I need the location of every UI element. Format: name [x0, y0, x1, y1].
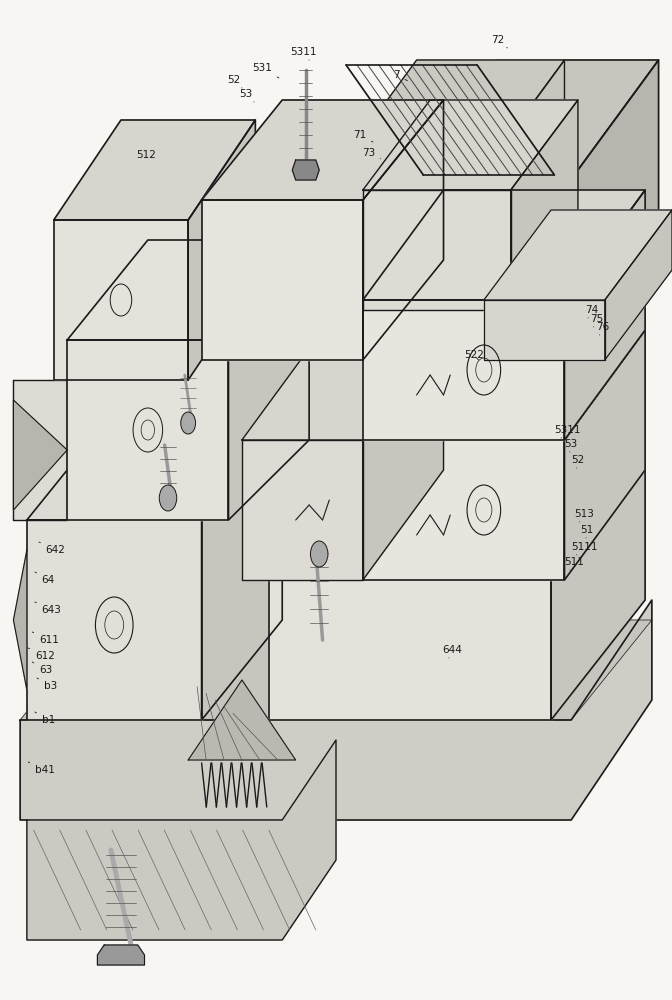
Polygon shape [363, 330, 444, 580]
Polygon shape [97, 945, 144, 965]
Text: 64: 64 [35, 572, 55, 585]
Polygon shape [511, 100, 578, 310]
Text: 75: 75 [590, 314, 603, 327]
Circle shape [310, 541, 328, 567]
Text: b41: b41 [28, 762, 55, 775]
Polygon shape [202, 200, 363, 360]
Polygon shape [605, 210, 672, 360]
Polygon shape [363, 100, 444, 360]
Polygon shape [202, 420, 282, 720]
Text: 63: 63 [32, 662, 52, 675]
Text: 53: 53 [564, 439, 578, 452]
Polygon shape [269, 580, 551, 720]
Text: 522: 522 [464, 350, 484, 360]
Text: 72: 72 [491, 35, 507, 48]
Text: 73: 73 [362, 148, 380, 159]
Polygon shape [564, 190, 645, 440]
Polygon shape [228, 240, 309, 520]
Polygon shape [202, 100, 444, 200]
Polygon shape [578, 60, 659, 320]
Text: 511: 511 [564, 557, 585, 570]
Polygon shape [27, 520, 202, 720]
Text: 644: 644 [442, 645, 462, 658]
Polygon shape [13, 380, 67, 520]
Polygon shape [551, 460, 645, 720]
Polygon shape [336, 60, 564, 170]
Polygon shape [363, 100, 578, 190]
Polygon shape [336, 170, 484, 300]
Text: 642: 642 [39, 542, 66, 555]
Text: 5111: 5111 [571, 542, 597, 555]
Text: 512: 512 [136, 150, 157, 160]
Polygon shape [13, 550, 27, 690]
Polygon shape [363, 440, 564, 580]
Polygon shape [484, 60, 564, 300]
Text: 52: 52 [227, 75, 242, 88]
Text: 612: 612 [28, 648, 55, 661]
Text: 643: 643 [35, 602, 62, 615]
Polygon shape [188, 680, 296, 760]
Polygon shape [27, 420, 282, 520]
Polygon shape [269, 460, 645, 580]
Polygon shape [188, 120, 255, 380]
Text: 74: 74 [585, 305, 598, 318]
Circle shape [159, 485, 177, 511]
Text: 71: 71 [353, 130, 373, 142]
Text: 76: 76 [596, 322, 610, 335]
Polygon shape [363, 190, 511, 310]
Text: 5311: 5311 [290, 47, 317, 60]
Polygon shape [242, 440, 363, 580]
Polygon shape [67, 240, 309, 340]
Text: 5311: 5311 [554, 425, 581, 438]
Polygon shape [417, 170, 578, 320]
Polygon shape [27, 740, 336, 940]
Text: 611: 611 [32, 632, 59, 645]
Polygon shape [484, 300, 605, 360]
Text: b3: b3 [37, 678, 57, 691]
Polygon shape [363, 190, 645, 300]
Polygon shape [54, 220, 188, 380]
Polygon shape [242, 330, 444, 440]
Polygon shape [363, 330, 645, 440]
Text: 51: 51 [581, 525, 594, 538]
Polygon shape [20, 620, 652, 720]
Circle shape [181, 412, 196, 434]
Polygon shape [564, 330, 645, 580]
Text: 513: 513 [574, 509, 594, 522]
Polygon shape [67, 340, 228, 520]
Polygon shape [484, 210, 672, 300]
Polygon shape [54, 120, 255, 220]
Text: 531: 531 [252, 63, 279, 78]
Polygon shape [417, 60, 659, 170]
Text: 52: 52 [571, 455, 585, 468]
Text: 53: 53 [239, 89, 254, 102]
Text: b1: b1 [35, 712, 55, 725]
Polygon shape [20, 600, 652, 820]
Polygon shape [13, 400, 67, 510]
Polygon shape [363, 300, 564, 440]
Text: 7: 7 [393, 70, 407, 81]
Polygon shape [292, 160, 319, 180]
